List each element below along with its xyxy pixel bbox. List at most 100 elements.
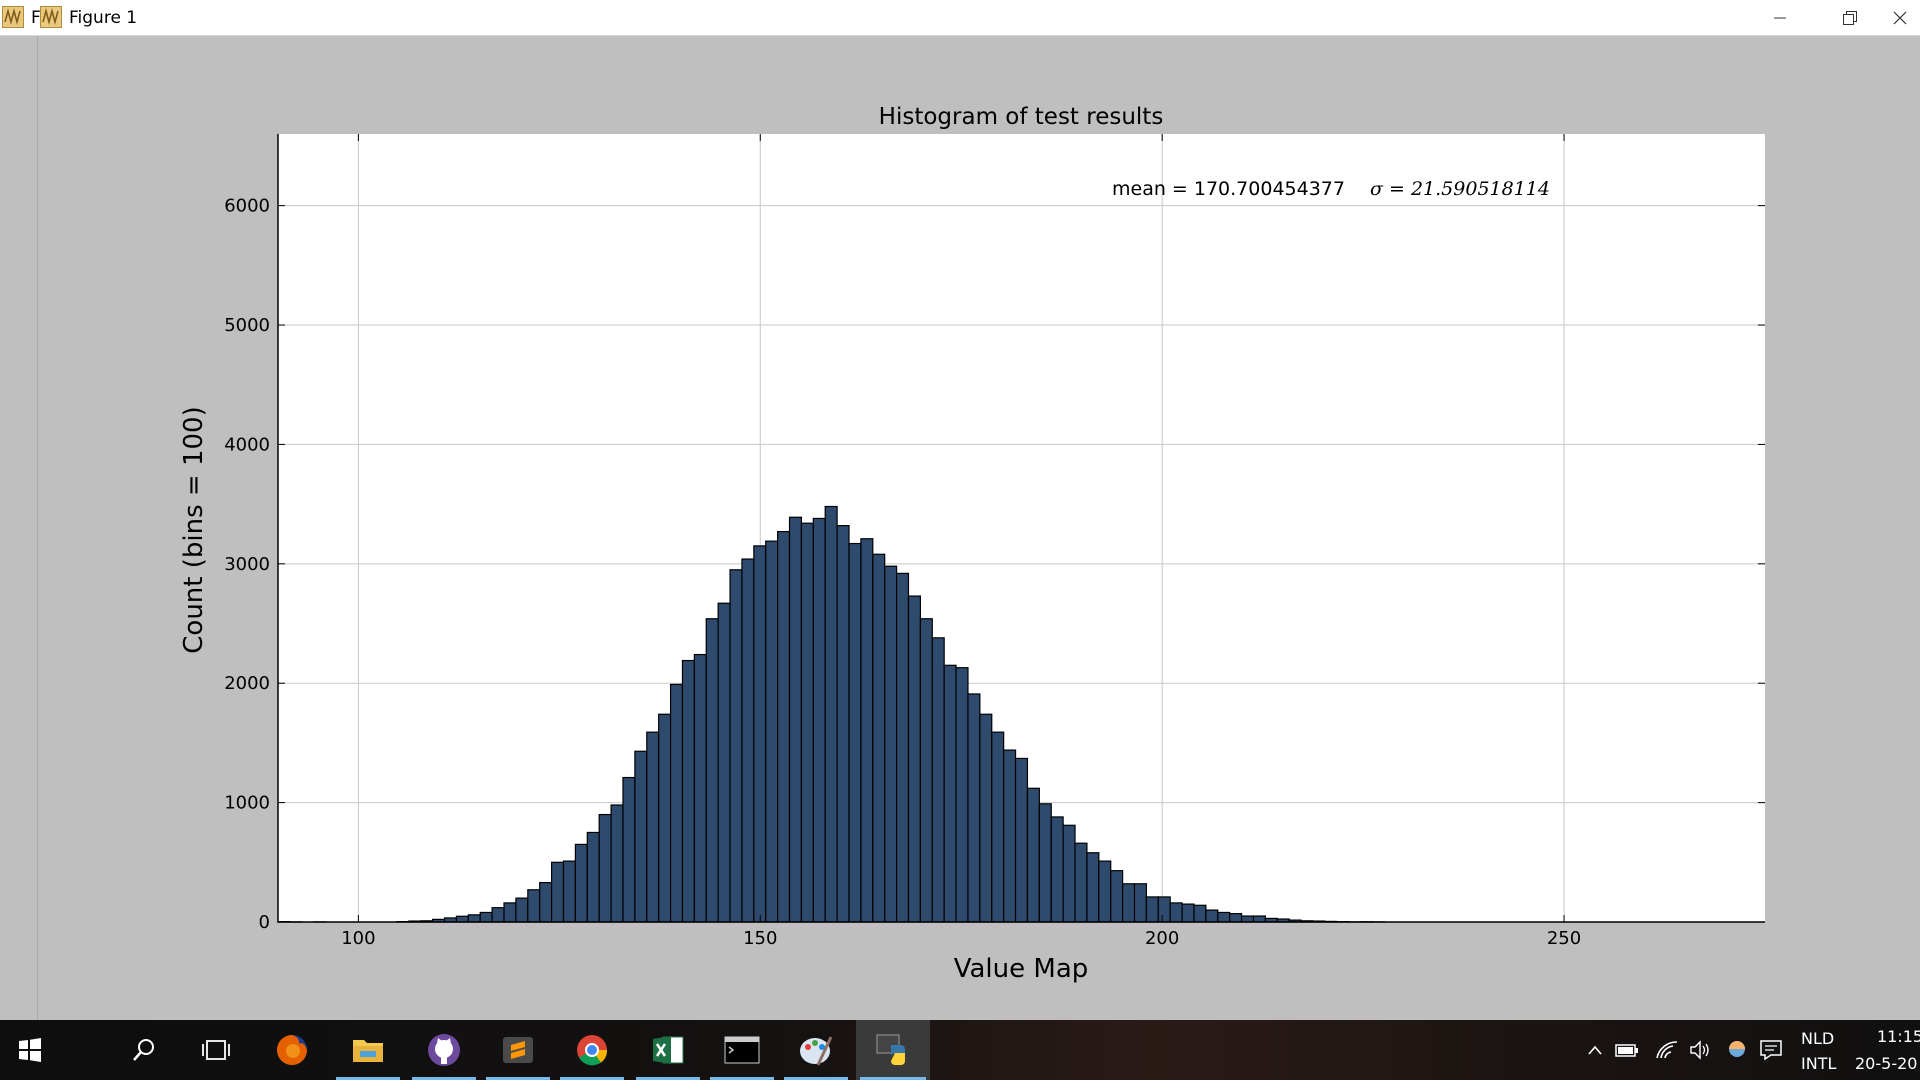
histogram-chart: 100 150 200 250 0 1000 2000 3000 4000 5000 6000 Hi… [179, 104, 1765, 984]
histogram-bar [1062, 824, 1076, 923]
close-icon [1893, 11, 1907, 24]
python-icon [876, 1034, 905, 1065]
histogram-bar [455, 915, 469, 923]
histogram-bar [931, 637, 945, 923]
histogram-bar [539, 881, 553, 923]
histogram-bar [1014, 757, 1029, 923]
figure-app-icon [40, 6, 62, 28]
weather-button[interactable] [1722, 1020, 1752, 1080]
github-icon [428, 1034, 460, 1066]
y-tick-label: 1000 [224, 793, 270, 814]
minimize-button[interactable] [1750, 0, 1810, 35]
task-view-button[interactable] [180, 1020, 252, 1080]
folder-icon [353, 1040, 383, 1062]
histogram-bar [586, 831, 600, 923]
volume-icon [1690, 1040, 1709, 1060]
terminal-app[interactable] [706, 1020, 778, 1080]
mean-annotation: mean = 170.700454377 [1112, 178, 1345, 200]
y-tick-label: 6000 [224, 196, 270, 217]
chart-title: Histogram of test results [879, 104, 1164, 130]
terminal-icon [724, 1036, 760, 1064]
histogram-bar [1003, 749, 1017, 923]
language-indicator-bottom[interactable]: INTL [1801, 1054, 1837, 1073]
taskbar: NLD INTL 11:15 20-5-20 [0, 1020, 1920, 1080]
histogram-bar [658, 713, 672, 923]
histogram-bar [1038, 803, 1052, 923]
histogram-bar [1098, 860, 1112, 923]
clock-date[interactable]: 20-5-20 [1855, 1054, 1918, 1073]
histogram-bar [872, 553, 886, 923]
excel-app[interactable] [632, 1020, 704, 1080]
clock-time[interactable]: 11:15 [1877, 1027, 1920, 1046]
histogram-bar [895, 572, 910, 923]
minimize-icon [1774, 17, 1786, 18]
histogram-bar [884, 565, 898, 923]
histogram-bar [1145, 896, 1159, 923]
window-title-truncated: F [31, 8, 41, 28]
x-axis-label: Value Map [954, 954, 1089, 984]
y-tick-label: 5000 [224, 315, 270, 336]
x-tick-label: 100 [341, 928, 375, 949]
histogram-bar [919, 618, 933, 923]
histogram-bar [753, 545, 767, 923]
x-tick-label: 200 [1145, 928, 1179, 949]
x-tick-label: 250 [1547, 928, 1581, 949]
close-button[interactable] [1880, 0, 1920, 35]
histogram-bar [907, 595, 921, 923]
histogram-bar [693, 653, 707, 923]
histogram-bar [1181, 903, 1195, 923]
histogram-bar [503, 902, 517, 923]
window-left-border [37, 36, 38, 1020]
histogram-bar [515, 897, 529, 923]
wifi-button[interactable] [1652, 1020, 1682, 1080]
axis-ticks: 100 150 200 250 0 1000 2000 3000 4000 5000 6000 [224, 134, 1765, 949]
histogram-bar [1252, 915, 1266, 923]
search-icon [133, 1039, 154, 1061]
histogram-bar [1217, 911, 1231, 923]
histogram-bar [669, 683, 684, 923]
histogram-bar [1122, 883, 1136, 923]
histogram-bar [1229, 913, 1243, 923]
histogram-bar [527, 889, 541, 923]
paint-icon [800, 1036, 833, 1066]
window-title: Figure 1 [69, 8, 138, 28]
histogram-bar [860, 538, 874, 923]
histogram-bar [1074, 842, 1088, 923]
histogram-bar [943, 664, 957, 923]
y-tick-label: 3000 [224, 554, 270, 575]
histogram-bar [717, 602, 731, 923]
histogram-bar [574, 843, 588, 923]
chrome-app[interactable] [556, 1020, 628, 1080]
histogram-bar [610, 804, 624, 923]
sublime-app[interactable] [482, 1020, 554, 1080]
volume-button[interactable] [1686, 1020, 1716, 1080]
y-tick-label: 4000 [224, 434, 270, 455]
start-button[interactable] [0, 1020, 60, 1080]
histogram-bar [622, 776, 636, 923]
histogram-bar [824, 505, 838, 923]
file-explorer-app[interactable] [332, 1020, 404, 1080]
paint-app[interactable] [780, 1020, 852, 1080]
histogram-bar [836, 525, 850, 923]
histogram-bar [812, 517, 826, 923]
search-button[interactable] [108, 1020, 180, 1080]
restore-button[interactable] [1820, 0, 1880, 35]
language-indicator-top[interactable]: NLD [1801, 1029, 1835, 1048]
firefox-app[interactable] [256, 1020, 328, 1080]
github-app[interactable] [408, 1020, 480, 1080]
histogram-bar [598, 813, 612, 923]
chevron-up-icon [1588, 1045, 1602, 1055]
python-app[interactable] [856, 1020, 930, 1080]
histogram-bar [788, 516, 803, 923]
histogram-bar [991, 731, 1005, 923]
y-tick-label: 0 [259, 912, 270, 933]
histogram-bar [729, 569, 743, 923]
tray-overflow-button[interactable] [1580, 1020, 1610, 1080]
excel-icon [653, 1036, 684, 1064]
y-axis-label: Count (bins = 100) [179, 406, 209, 653]
notifications-button[interactable] [1756, 1020, 1786, 1080]
window-titlebar: F Figure 1 [0, 0, 1920, 36]
task-view-icon [202, 1040, 230, 1060]
battery-button[interactable] [1612, 1020, 1642, 1080]
histogram-bar [562, 860, 577, 923]
